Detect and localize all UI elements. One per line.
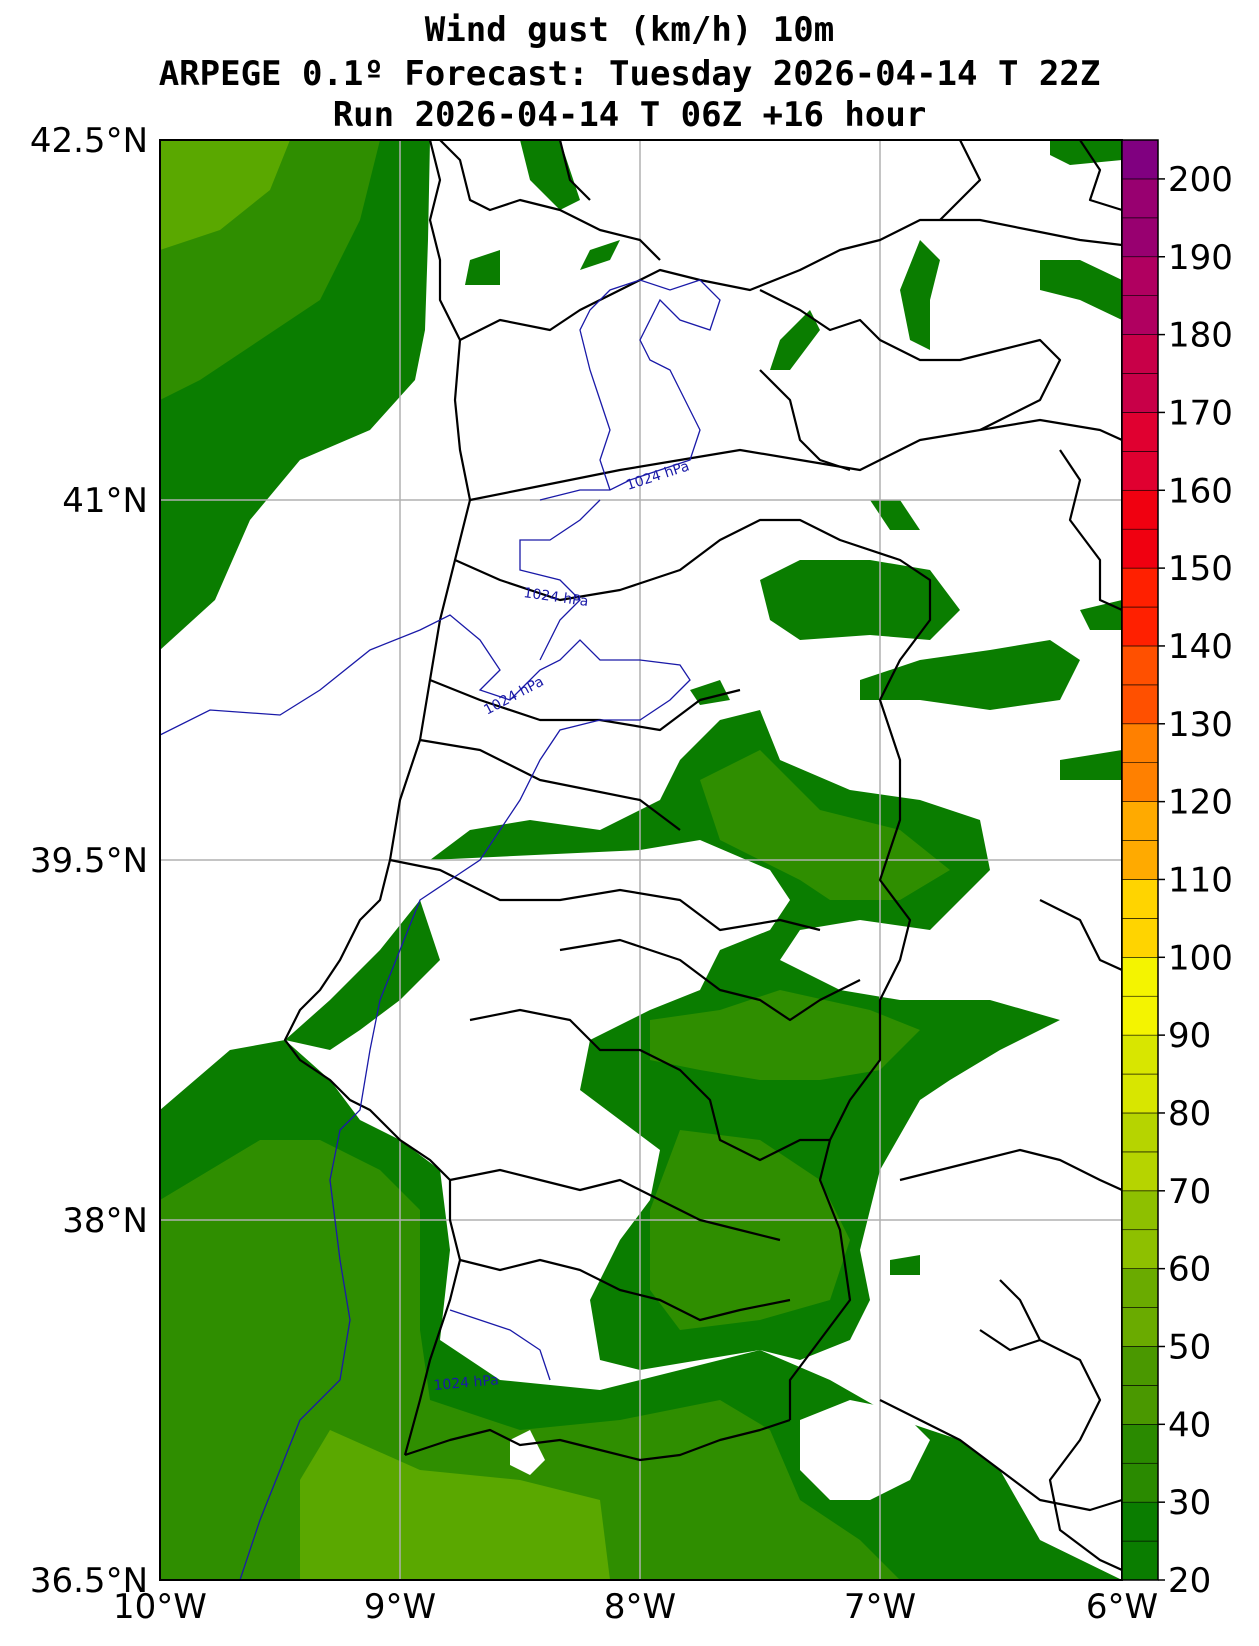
lon-label-10w: 10°W [113, 1587, 207, 1627]
map-gridlines [160, 140, 1122, 1580]
lat-label-36-5: 36.5°N [30, 1561, 148, 1601]
colorbar-segment [1121, 528, 1159, 569]
clear-area-sw-island [800, 1400, 930, 1500]
colorbar-segment [1121, 373, 1159, 413]
chart-title-line3: Run 2026-04-14 T 06Z +16 hour [332, 95, 927, 135]
lon-label-9w: 9°W [364, 1587, 436, 1627]
gust-area-e-7 [890, 1255, 920, 1275]
gust-area-ne-6 [465, 250, 500, 285]
colorbar-segment [1121, 956, 1159, 997]
gust-area-e-4 [1060, 750, 1122, 780]
gust-area-e-5 [870, 500, 920, 530]
colorbar-segment [1121, 1424, 1159, 1464]
colorbar-segment [1121, 1073, 1159, 1114]
colorbar-segment [1121, 567, 1159, 608]
gust-area-e-3 [1080, 600, 1122, 630]
gust-area-ne-4 [900, 240, 940, 350]
colorbar-segment [1121, 1462, 1159, 1503]
colorbar-segment [1121, 1034, 1159, 1075]
gust-area-ne-3 [1040, 260, 1122, 320]
colorbar-frame [1121, 139, 1159, 1581]
colorbar-segment [1121, 1151, 1159, 1192]
colorbar-segment [1121, 1540, 1159, 1581]
colorbar-segment [1121, 918, 1159, 958]
gust-area-coast-west [285, 900, 440, 1050]
gust-area-e-2 [860, 640, 1080, 710]
colorbar-tick-label: 190 [1168, 238, 1233, 278]
gust-area-ocean-south-high [300, 1430, 610, 1580]
colorbar-tick-label: 40 [1168, 1405, 1211, 1445]
lon-label-7w: 7°W [844, 1587, 916, 1627]
colorbar-tick-label: 30 [1168, 1483, 1211, 1523]
colorbar-segment [1121, 334, 1159, 374]
lat-label-42-5: 42.5°N [30, 121, 148, 161]
clear-area-coast-patch [510, 1430, 545, 1475]
colorbar-tick-label: 60 [1168, 1250, 1211, 1290]
colorbar-segment [1121, 217, 1159, 258]
colorbar-segment [1121, 801, 1159, 841]
lat-label-41: 41°N [62, 481, 148, 521]
lat-label-38: 38°N [62, 1201, 148, 1241]
colorbar-tick-label: 200 [1168, 160, 1233, 200]
colorbar-segment [1121, 840, 1159, 880]
colorbar: 20 30 40 50 60 70 80 90 100 110 120 130 140 150 160 170… [1121, 139, 1233, 1601]
colorbar-tick-label: 120 [1168, 783, 1233, 823]
colorbar-segment [1121, 1346, 1159, 1386]
colorbar-tick-label: 80 [1168, 1094, 1211, 1134]
gust-area-e-6 [690, 680, 730, 705]
gust-area-ne-5 [770, 310, 820, 370]
colorbar-tick-label: 20 [1168, 1561, 1211, 1601]
colorbar-segment [1121, 1385, 1159, 1425]
colorbar-segment [1121, 295, 1159, 335]
lon-label-8w: 8°W [604, 1587, 676, 1627]
colorbar-tick-label: 110 [1168, 860, 1233, 900]
colorbar-tick-label: 130 [1168, 705, 1233, 745]
gust-area-ocean-north-high [160, 140, 290, 250]
colorbar-segment [1121, 995, 1159, 1036]
colorbar-tick-label: 160 [1168, 471, 1233, 511]
chart-title-line2: ARPEGE 0.1º Forecast: Tuesday 2026-04-14… [158, 54, 1101, 94]
colorbar-segment [1121, 1501, 1159, 1542]
colorbar-tick-label: 140 [1168, 627, 1233, 667]
coastline-and-borders [283, 140, 1122, 1572]
gust-area-ne-7 [580, 240, 620, 270]
colorbar-segment [1121, 412, 1159, 452]
colorbar-segment [1121, 1307, 1159, 1347]
isobar-label-4: 1024 hPa [433, 1372, 500, 1394]
colorbar-tick-label: 170 [1168, 393, 1233, 433]
isobars [160, 279, 721, 1580]
colorbar-segment [1121, 645, 1159, 686]
gust-area-central-band-mid [650, 750, 950, 1330]
colorbar-tick-label: 100 [1168, 938, 1233, 978]
colorbar-segment [1121, 178, 1159, 219]
lon-label-6w: 6°W [1086, 1587, 1158, 1627]
colorbar-segment [1121, 762, 1159, 802]
colorbar-tick-label: 150 [1168, 549, 1233, 589]
colorbar-tick-label: 90 [1168, 1016, 1211, 1056]
colorbar-segment [1121, 256, 1159, 296]
colorbar-segment [1121, 1268, 1159, 1308]
colorbar-segment [1121, 723, 1159, 764]
colorbar-tick-label: 180 [1168, 316, 1233, 356]
colorbar-segment [1121, 1190, 1159, 1231]
colorbar-segment [1121, 451, 1159, 491]
colorbar-segment [1121, 606, 1159, 647]
colorbar-segment [1121, 1229, 1159, 1269]
colorbar-segment [1121, 1112, 1159, 1153]
colorbar-tick-label: 70 [1168, 1172, 1211, 1212]
gust-area-e-1 [760, 560, 960, 640]
colorbar-segment [1121, 489, 1159, 530]
map-area: 1024 hPa 1024 hPa 1024 hPa 1024 hPa [160, 140, 1122, 1580]
chart-title-line1: Wind gust (km/h) 10m [424, 10, 835, 50]
colorbar-tick-label: 50 [1168, 1327, 1211, 1367]
colorbar-segment [1121, 684, 1159, 725]
colorbar-segment [1121, 139, 1159, 180]
lat-label-39-5: 39.5°N [30, 841, 148, 881]
colorbar-segment [1121, 879, 1159, 919]
gust-area-ne-2 [1050, 140, 1122, 165]
